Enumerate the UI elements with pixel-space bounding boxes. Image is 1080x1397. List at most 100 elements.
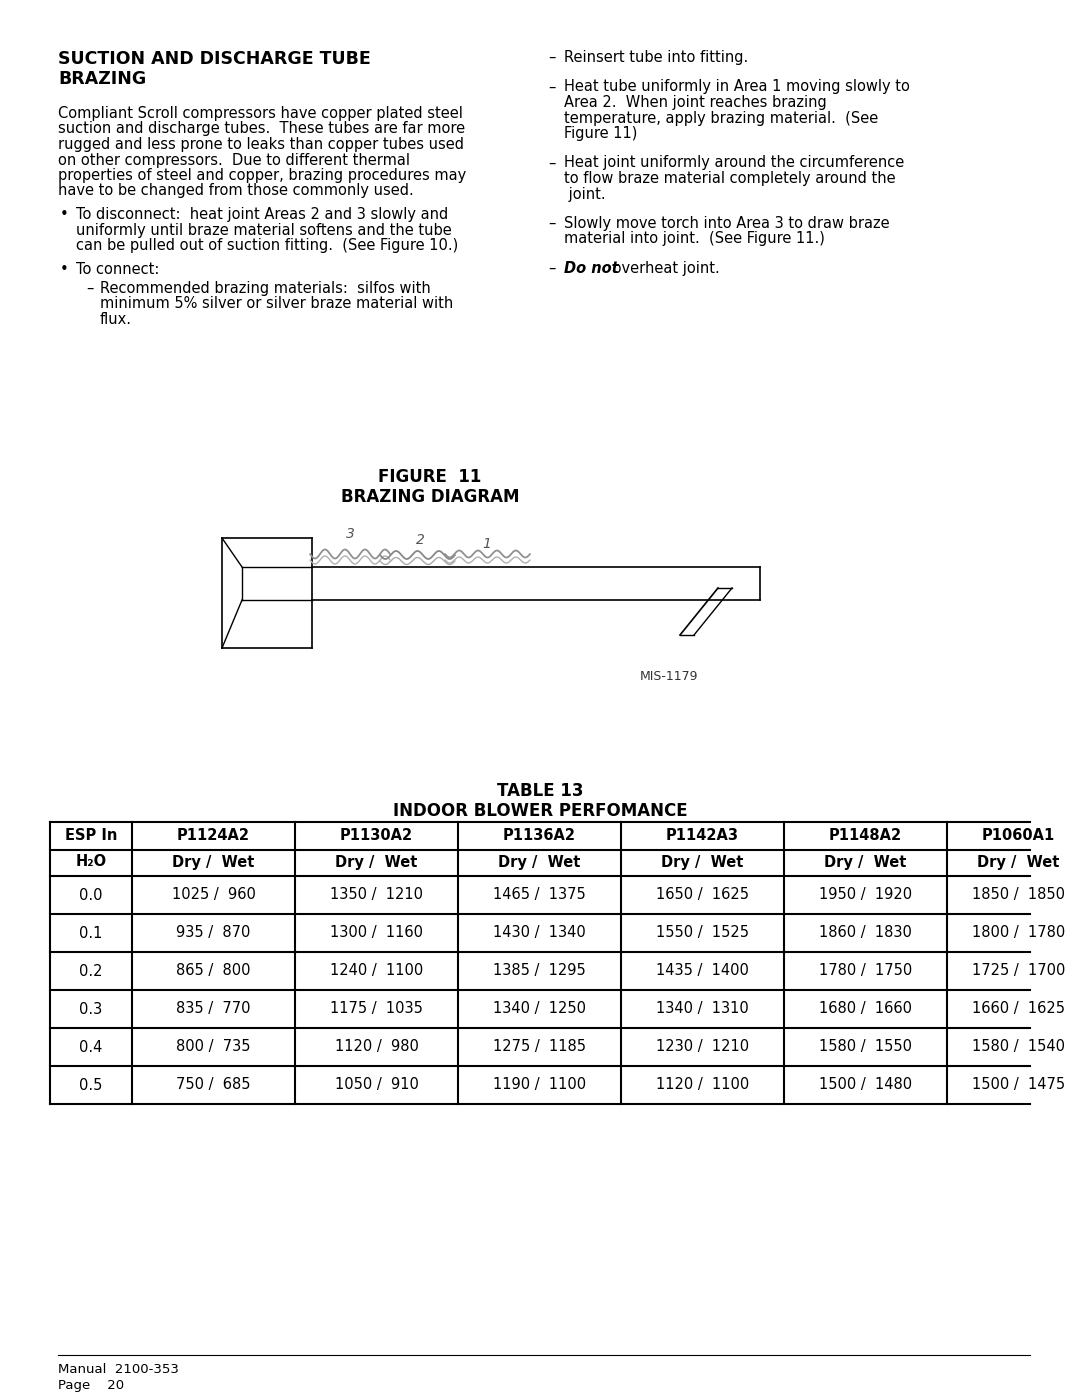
Text: To connect:: To connect: <box>76 261 160 277</box>
Text: temperature, apply brazing material.  (See: temperature, apply brazing material. (Se… <box>564 110 878 126</box>
Text: Dry /  Wet: Dry / Wet <box>335 855 418 870</box>
Text: Dry /  Wet: Dry / Wet <box>661 855 744 870</box>
Text: Dry /  Wet: Dry / Wet <box>173 855 255 870</box>
Text: minimum 5% silver or silver braze material with: minimum 5% silver or silver braze materi… <box>100 296 454 312</box>
Text: Manual  2100-353: Manual 2100-353 <box>58 1363 179 1376</box>
Text: 800 /  735: 800 / 735 <box>176 1039 251 1055</box>
Text: 1465 /  1375: 1465 / 1375 <box>494 887 585 902</box>
Text: 0.5: 0.5 <box>79 1077 103 1092</box>
Text: P1142A3: P1142A3 <box>666 828 739 844</box>
Text: Do not: Do not <box>564 261 619 277</box>
Text: Compliant Scroll compressors have copper plated steel: Compliant Scroll compressors have copper… <box>58 106 463 122</box>
Text: 1340 /  1310: 1340 / 1310 <box>657 1002 748 1017</box>
Text: –: – <box>548 261 555 277</box>
Text: 0.3: 0.3 <box>79 1002 103 1017</box>
Text: TABLE 13: TABLE 13 <box>497 782 583 800</box>
Text: 1860 /  1830: 1860 / 1830 <box>819 925 912 940</box>
Text: BRAZING: BRAZING <box>58 70 146 88</box>
Text: Area 2.  When joint reaches brazing: Area 2. When joint reaches brazing <box>564 95 827 110</box>
Text: flux.: flux. <box>100 312 132 327</box>
Text: Page    20: Page 20 <box>58 1379 124 1391</box>
Text: 1580 /  1540: 1580 / 1540 <box>972 1039 1065 1055</box>
Text: Heat tube uniformly in Area 1 moving slowly to: Heat tube uniformly in Area 1 moving slo… <box>564 80 909 95</box>
Text: •: • <box>60 207 69 222</box>
Text: 1950 /  1920: 1950 / 1920 <box>819 887 913 902</box>
Text: to flow braze material completely around the: to flow braze material completely around… <box>564 170 895 186</box>
Text: 1025 /  960: 1025 / 960 <box>172 887 256 902</box>
Text: SUCTION AND DISCHARGE TUBE: SUCTION AND DISCHARGE TUBE <box>58 50 370 68</box>
Text: on other compressors.  Due to different thermal: on other compressors. Due to different t… <box>58 152 410 168</box>
Text: –: – <box>548 155 555 170</box>
Text: Dry /  Wet: Dry / Wet <box>824 855 907 870</box>
Text: 1340 /  1250: 1340 / 1250 <box>492 1002 586 1017</box>
Text: 1190 /  1100: 1190 / 1100 <box>492 1077 586 1092</box>
Text: 2: 2 <box>416 534 424 548</box>
Text: 1580 /  1550: 1580 / 1550 <box>819 1039 912 1055</box>
Text: Recommended brazing materials:  silfos with: Recommended brazing materials: silfos wi… <box>100 281 431 296</box>
Text: P1130A2: P1130A2 <box>340 828 413 844</box>
Text: Reinsert tube into fitting.: Reinsert tube into fitting. <box>564 50 748 66</box>
Text: Heat joint uniformly around the circumference: Heat joint uniformly around the circumfe… <box>564 155 904 170</box>
Text: –: – <box>548 217 555 231</box>
Text: Figure 11): Figure 11) <box>564 126 637 141</box>
Text: 1175 /  1035: 1175 / 1035 <box>330 1002 423 1017</box>
Text: 1120 /  980: 1120 / 980 <box>335 1039 418 1055</box>
Text: –: – <box>548 80 555 95</box>
Text: 1300 /  1160: 1300 / 1160 <box>330 925 423 940</box>
Text: can be pulled out of suction fitting.  (See Figure 10.): can be pulled out of suction fitting. (S… <box>76 237 458 253</box>
Text: 1240 /  1100: 1240 / 1100 <box>329 964 423 978</box>
Text: 1660 /  1625: 1660 / 1625 <box>972 1002 1065 1017</box>
Text: 0.4: 0.4 <box>79 1039 103 1055</box>
Text: To disconnect:  heat joint Areas 2 and 3 slowly and: To disconnect: heat joint Areas 2 and 3 … <box>76 207 448 222</box>
Text: 865 /  800: 865 / 800 <box>176 964 251 978</box>
Text: 1050 /  910: 1050 / 910 <box>335 1077 418 1092</box>
Text: have to be changed from those commonly used.: have to be changed from those commonly u… <box>58 183 414 198</box>
Text: 0.1: 0.1 <box>79 925 103 940</box>
Text: Dry /  Wet: Dry / Wet <box>977 855 1059 870</box>
Text: Dry /  Wet: Dry / Wet <box>498 855 581 870</box>
Text: ESP In: ESP In <box>65 828 118 842</box>
Text: 1680 /  1660: 1680 / 1660 <box>819 1002 912 1017</box>
Text: 1275 /  1185: 1275 / 1185 <box>492 1039 586 1055</box>
Text: material into joint.  (See Figure 11.): material into joint. (See Figure 11.) <box>564 232 825 246</box>
Text: suction and discharge tubes.  These tubes are far more: suction and discharge tubes. These tubes… <box>58 122 465 137</box>
Text: overheat joint.: overheat joint. <box>608 261 719 277</box>
Text: 1120 /  1100: 1120 / 1100 <box>656 1077 750 1092</box>
Text: 1500 /  1480: 1500 / 1480 <box>819 1077 913 1092</box>
Text: P1124A2: P1124A2 <box>177 828 249 844</box>
Text: 750 /  685: 750 / 685 <box>176 1077 251 1092</box>
Text: 3: 3 <box>346 527 354 541</box>
Text: 1725 /  1700: 1725 / 1700 <box>972 964 1065 978</box>
Text: 1230 /  1210: 1230 / 1210 <box>656 1039 750 1055</box>
Text: 1780 /  1750: 1780 / 1750 <box>819 964 913 978</box>
Text: –: – <box>548 50 555 66</box>
Text: uniformly until braze material softens and the tube: uniformly until braze material softens a… <box>76 222 451 237</box>
Text: rugged and less prone to leaks than copper tubes used: rugged and less prone to leaks than copp… <box>58 137 464 152</box>
Text: –: – <box>86 281 93 296</box>
Text: BRAZING DIAGRAM: BRAZING DIAGRAM <box>341 488 519 506</box>
Text: 935 /  870: 935 / 870 <box>176 925 251 940</box>
Text: 0.2: 0.2 <box>79 964 103 978</box>
Text: P1060A1: P1060A1 <box>982 828 1055 844</box>
Text: 1850 /  1850: 1850 / 1850 <box>972 887 1065 902</box>
Text: FIGURE  11: FIGURE 11 <box>378 468 482 486</box>
Text: Slowly move torch into Area 3 to draw braze: Slowly move torch into Area 3 to draw br… <box>564 217 890 231</box>
Text: INDOOR BLOWER PERFOMANCE: INDOOR BLOWER PERFOMANCE <box>393 802 687 820</box>
Text: 0.0: 0.0 <box>79 887 103 902</box>
Text: 1650 /  1625: 1650 / 1625 <box>656 887 750 902</box>
Text: 1800 /  1780: 1800 / 1780 <box>972 925 1065 940</box>
Text: 1350 /  1210: 1350 / 1210 <box>330 887 423 902</box>
Text: MIS-1179: MIS-1179 <box>640 671 699 683</box>
Text: joint.: joint. <box>564 187 606 201</box>
Text: 1: 1 <box>483 536 491 550</box>
Text: •: • <box>60 261 69 277</box>
Text: 1385 /  1295: 1385 / 1295 <box>494 964 585 978</box>
Text: properties of steel and copper, brazing procedures may: properties of steel and copper, brazing … <box>58 168 467 183</box>
Text: 835 /  770: 835 / 770 <box>176 1002 251 1017</box>
Text: H₂O: H₂O <box>76 854 107 869</box>
Text: 1430 /  1340: 1430 / 1340 <box>494 925 585 940</box>
Text: P1148A2: P1148A2 <box>829 828 902 844</box>
Text: 1550 /  1525: 1550 / 1525 <box>656 925 750 940</box>
Text: 1435 /  1400: 1435 / 1400 <box>656 964 748 978</box>
Text: P1136A2: P1136A2 <box>503 828 576 844</box>
